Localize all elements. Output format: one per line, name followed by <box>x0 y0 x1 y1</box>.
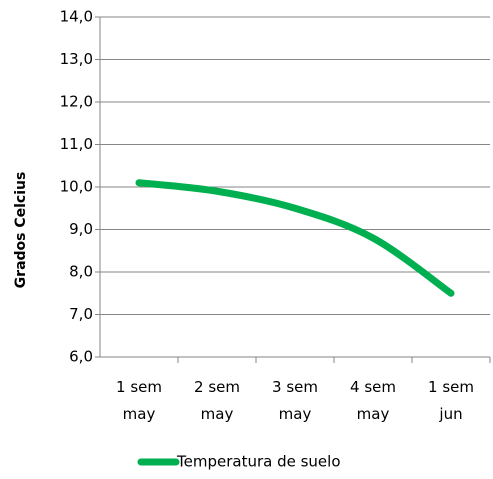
y-tick-label: 11,0 <box>60 135 93 153</box>
x-tick-label: 4 sem may <box>350 378 396 423</box>
y-axis-title: Grados Celcius <box>13 172 29 289</box>
x-tick-label: 2 sem may <box>194 378 240 423</box>
y-tick-label: 9,0 <box>69 220 93 238</box>
x-tick-label: 1 sem may <box>116 378 162 423</box>
legend-label: Temperatura de suelo <box>176 453 341 471</box>
y-tick-label: 10,0 <box>60 178 93 196</box>
y-tick-label: 14,0 <box>60 8 93 26</box>
y-tick-label: 6,0 <box>69 348 93 366</box>
y-tick-label: 13,0 <box>60 50 93 68</box>
y-tick-label: 7,0 <box>69 305 93 323</box>
x-tick-label: 1 sem jun <box>428 378 474 423</box>
x-tick-label: 3 sem may <box>272 378 318 423</box>
data-line <box>135 179 455 297</box>
y-tick-label: 12,0 <box>60 93 93 111</box>
y-tick-label: 8,0 <box>69 263 93 281</box>
